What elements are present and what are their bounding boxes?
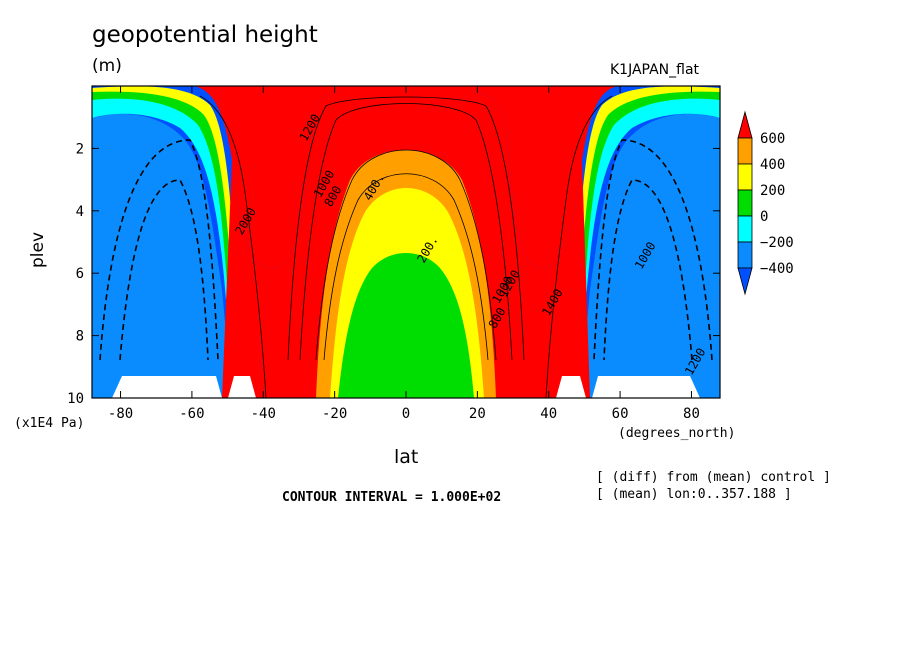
- x-ticks: -80 -60 -40 -20 0 20 40 60 80: [108, 86, 700, 422]
- colorbar-label: −200: [760, 235, 794, 251]
- colorbar-swatch: [737, 241, 753, 269]
- colorbar-label: 0: [760, 209, 768, 225]
- chart-title: geopotential height: [92, 22, 318, 48]
- x-unit-label: (degrees_north): [618, 426, 736, 441]
- y-tick-label: 10: [67, 391, 84, 407]
- x-tick-label: -80: [108, 406, 133, 422]
- y-ticks: 2 4 6 8 10: [67, 141, 720, 407]
- colorbar-label: 400: [760, 157, 785, 173]
- x-tick-label: 0: [402, 406, 410, 422]
- x-tick-label: -60: [179, 406, 204, 422]
- topography-mask-right-2: [592, 376, 700, 398]
- topography-mask-left-2: [228, 376, 256, 398]
- negative-region-right: [580, 114, 720, 398]
- negative-region-left: [92, 114, 232, 398]
- negative-contours: [99, 139, 713, 361]
- topography-mask-left-1: [112, 376, 222, 398]
- y-tick-label: 8: [76, 329, 84, 345]
- colorbar-max-arrow: [737, 110, 753, 139]
- x-tick-label: 40: [540, 406, 557, 422]
- x-tick-label: 60: [612, 406, 629, 422]
- colorbar-swatch: [737, 163, 753, 191]
- x-tick-label: -20: [322, 406, 347, 422]
- green-core: [338, 253, 474, 398]
- positive-region-midlat: [190, 86, 622, 269]
- y-tick-label: 4: [76, 204, 84, 220]
- chart-units: (m): [92, 56, 122, 76]
- y-tick-label: 2: [76, 141, 84, 157]
- x-tick-label: 20: [469, 406, 486, 422]
- run-label: K1JAPAN_flat: [610, 62, 700, 78]
- colorbar: 600 400 200 0 −200 −400: [737, 110, 794, 296]
- colorbar-swatch: [737, 189, 753, 217]
- x-tick-label: 80: [683, 406, 700, 422]
- topography-mask-right-1: [556, 376, 586, 398]
- contour-lines: [199, 95, 613, 398]
- colorbar-label: 600: [760, 131, 785, 147]
- colorbar-swatch: [737, 215, 753, 243]
- colorbar-label: 200: [760, 183, 785, 199]
- colorbar-min-arrow: [737, 267, 753, 296]
- colorbar-swatch: [737, 137, 753, 165]
- y-tick-label: 6: [76, 266, 84, 282]
- y-unit-label: (x1E4 Pa): [14, 416, 85, 431]
- x-axis-label: lat: [394, 446, 419, 468]
- colorbar-label: −400: [760, 261, 794, 277]
- x-tick-label: -40: [251, 406, 276, 422]
- mean-note: [ (mean) lon:0..357.188 ]: [596, 487, 792, 502]
- contour-interval-text: CONTOUR INTERVAL = 1.000E+02: [282, 490, 502, 505]
- diff-note: [ (diff) from (mean) control ]: [596, 470, 831, 485]
